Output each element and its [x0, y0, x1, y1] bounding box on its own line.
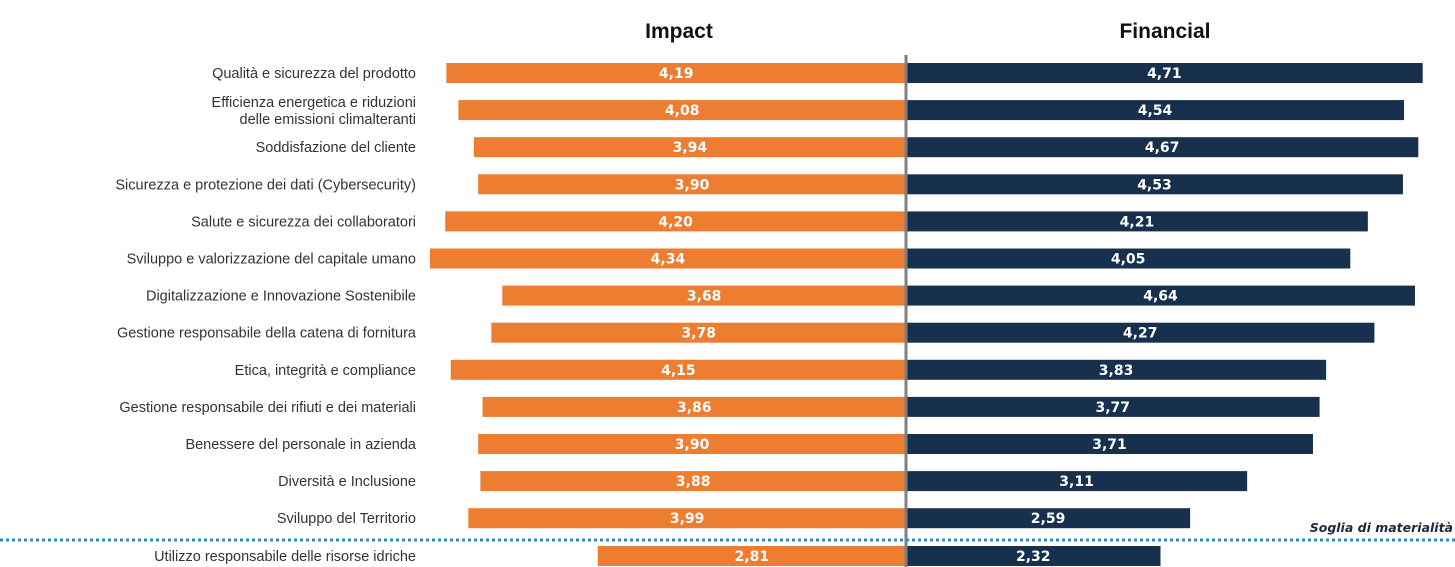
financial-value-label: 4,67	[1145, 140, 1180, 156]
category-label: Diversità e Inclusione	[278, 474, 416, 490]
financial-value-label: 4,71	[1147, 66, 1182, 82]
financial-value-label: 2,32	[1016, 549, 1051, 565]
category-label: Benessere del personale in azienda	[185, 437, 416, 453]
financial-bar	[906, 248, 1351, 269]
impact-bar	[473, 137, 906, 158]
financial-bar	[906, 174, 1403, 195]
financial-bar	[906, 211, 1368, 232]
impact-bar	[445, 211, 906, 232]
impact-value-label: 3,90	[675, 177, 710, 193]
impact-bar	[468, 508, 906, 529]
impact-value-label: 3,86	[677, 400, 712, 416]
bars-layer: Qualità e sicurezza del prodotto 4,19 4,71…	[115, 63, 1423, 566]
category-label: Soddisfazione del cliente	[256, 140, 416, 156]
financial-value-label: 3,77	[1096, 400, 1131, 416]
financial-value-label: 3,83	[1099, 363, 1134, 379]
category-label: Gestione responsabile dei rifiuti e dei …	[119, 400, 416, 416]
financial-value-label: 4,54	[1138, 103, 1173, 119]
impact-value-label: 4,20	[658, 214, 693, 230]
impact-bar	[429, 248, 906, 269]
financial-value-label: 3,11	[1059, 474, 1094, 490]
financial-value-label: 4,21	[1120, 214, 1155, 230]
financial-bar	[906, 471, 1248, 492]
financial-bar	[906, 100, 1405, 121]
impact-bar	[491, 322, 906, 343]
impact-bar	[478, 434, 906, 454]
category-label: Etica, integrità e compliance	[235, 363, 416, 379]
financial-bar	[906, 434, 1313, 454]
category-label: Efficienza energetica e riduzioni delle e…	[212, 95, 416, 128]
impact-bar	[502, 285, 906, 306]
impact-value-label: 3,78	[681, 326, 716, 342]
impact-value-label: 3,68	[687, 289, 722, 305]
impact-value-label: 4,19	[659, 66, 694, 82]
financial-header: Financial	[1119, 20, 1210, 43]
category-label: Digitalizzazione e Innovazione Sostenibi…	[146, 289, 416, 305]
impact-value-label: 3,88	[676, 474, 711, 490]
financial-bar	[906, 359, 1327, 380]
impact-bar	[458, 100, 906, 121]
impact-value-label: 4,34	[651, 252, 686, 268]
impact-bar	[478, 174, 906, 195]
financial-value-label: 4,05	[1111, 252, 1146, 268]
financial-value-label: 4,27	[1123, 326, 1158, 342]
financial-bar	[906, 285, 1416, 306]
impact-bar	[482, 396, 906, 417]
financial-bar	[906, 508, 1191, 529]
category-label: Sicurezza e protezione dei dati (Cyberse…	[115, 177, 416, 193]
impact-value-label: 3,94	[673, 140, 708, 156]
impact-bar	[480, 471, 906, 492]
financial-value-label: 3,71	[1092, 437, 1127, 453]
impact-bar	[446, 63, 906, 83]
financial-bar	[906, 322, 1375, 343]
impact-bar	[597, 546, 906, 566]
category-label: Sviluppo e valorizzazione del capitale u…	[127, 252, 416, 268]
financial-bar	[906, 137, 1419, 158]
impact-value-label: 4,08	[665, 103, 700, 119]
threshold-label: Soglia di materialità	[1310, 520, 1453, 535]
category-label: Qualità e sicurezza del prodotto	[212, 66, 416, 82]
category-label: Utilizzo responsabile delle risorse idri…	[154, 549, 416, 565]
financial-bar	[906, 63, 1423, 83]
category-label: Salute e sicurezza dei collaboratori	[191, 214, 416, 230]
financial-value-label: 4,53	[1137, 177, 1172, 193]
impact-header: Impact	[645, 20, 713, 43]
impact-bar	[450, 359, 906, 380]
financial-value-label: 2,59	[1031, 511, 1066, 527]
category-label: Sviluppo del Territorio	[277, 511, 416, 527]
category-label: Gestione responsabile della catena di fo…	[117, 326, 417, 342]
impact-value-label: 3,99	[670, 511, 705, 527]
financial-bar	[906, 396, 1320, 417]
impact-value-label: 4,15	[661, 363, 696, 379]
financial-value-label: 4,64	[1143, 289, 1178, 305]
impact-value-label: 3,90	[675, 437, 710, 453]
financial-bar	[906, 546, 1161, 566]
impact-value-label: 2,81	[735, 549, 770, 565]
